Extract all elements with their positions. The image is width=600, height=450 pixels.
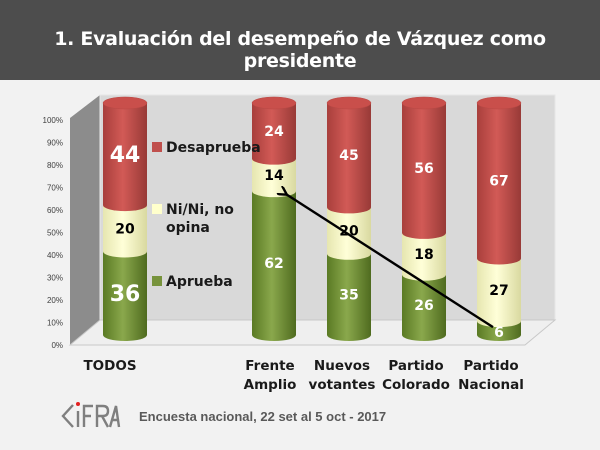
x-tick-label: Nuevos: [314, 358, 370, 374]
legend: Desaprueba Ni/Ni, no opina Aprueba: [152, 140, 261, 290]
legend-label: Ni/Ni, no: [166, 202, 234, 218]
bar-segment-ni-ni-no-opina: [477, 258, 521, 328]
legend-label: Aprueba: [166, 274, 233, 290]
bar-top-cap: [251, 96, 297, 110]
x-tick-label: TODOS: [83, 358, 136, 374]
source-note: Encuesta nacional, 22 set al 5 oct - 201…: [139, 409, 387, 424]
bar-segment-ni-ni-no-opina: [103, 205, 147, 258]
value-label: 26: [414, 298, 433, 314]
cifra-logo: [61, 400, 121, 435]
x-tick-label: Frente: [245, 358, 294, 374]
value-label: 6: [494, 325, 504, 341]
bar-segment-aprueba: [103, 251, 147, 341]
header-band: [0, 0, 600, 80]
bar-segment-desaprueba: [252, 103, 296, 165]
legend-item: Desaprueba: [152, 140, 261, 156]
value-label: 20: [339, 224, 359, 240]
y-tick-label: 0%: [51, 341, 63, 350]
legend-label: Desaprueba: [166, 140, 261, 156]
value-label: 18: [414, 247, 433, 263]
legend-swatch: [152, 204, 162, 214]
y-tick-label: 90%: [47, 139, 63, 148]
bar-nuevos-votantes: [326, 96, 372, 341]
x-tick-label: votantes: [309, 377, 376, 393]
x-axis-labels: TODOS Frente Amplio Nuevos votantes Partido Co…: [83, 358, 523, 393]
y-tick-label: 100%: [43, 116, 63, 125]
bar-top-cap: [401, 96, 447, 110]
annotation-layer: [286, 194, 494, 329]
y-axis: 0% 10% 20% 30% 40% 50% 60% 70% 80% 90% 100%: [43, 116, 63, 350]
value-label: 45: [339, 148, 358, 164]
y-tick-label: 60%: [47, 206, 63, 215]
y-tick-label: 30%: [47, 274, 63, 283]
bar-segment-aprueba: [327, 253, 371, 341]
legend-swatch: [152, 276, 162, 286]
bar-todos: [102, 96, 148, 341]
y-tick-label: 50%: [47, 229, 63, 238]
value-label: 36: [110, 282, 141, 307]
page-title: 1. Evaluación del desempeño de Vázquez c…: [54, 28, 546, 72]
x-tick-label: Amplio: [244, 377, 297, 393]
annotation-arrow: [286, 194, 494, 329]
bar-segment-desaprueba: [103, 103, 147, 212]
y-tick-label: 20%: [47, 296, 63, 305]
bar-segment-desaprueba: [327, 103, 371, 214]
value-label: 14: [264, 168, 284, 184]
legend-swatch: [152, 142, 162, 152]
value-label: 44: [110, 143, 141, 168]
y-tick-label: 70%: [47, 184, 63, 193]
bar-segment-aprueba: [252, 191, 296, 341]
value-label: 35: [339, 287, 358, 303]
x-tick-label: Colorado: [382, 377, 450, 393]
y-tick-label: 10%: [47, 319, 63, 328]
bar-segment-desaprueba: [477, 103, 521, 265]
logo-red-dot: [76, 402, 80, 406]
x-tick-label: Partido: [463, 358, 518, 374]
value-label: 67: [489, 174, 508, 190]
value-label: 62: [264, 256, 283, 272]
value-label: 27: [489, 283, 508, 299]
y-tick-label: 80%: [47, 161, 63, 170]
x-tick-label: Nacional: [458, 377, 524, 393]
bar-top-cap: [102, 96, 148, 110]
bar-top-cap: [326, 96, 372, 110]
bar-partido-nacional: [476, 96, 522, 341]
legend-item: Aprueba: [152, 274, 233, 290]
bar-top-cap: [476, 96, 522, 110]
value-label: 24: [264, 124, 284, 140]
legend-item: Ni/Ni, no opina: [152, 202, 234, 236]
bar-segment-ni-ni-no-opina: [402, 232, 446, 281]
value-label: 56: [414, 161, 433, 177]
side-wall: [70, 95, 100, 345]
legend-label: opina: [166, 220, 210, 236]
value-label: 20: [115, 221, 135, 237]
x-tick-label: Partido: [388, 358, 443, 374]
bar-segment-desaprueba: [402, 103, 446, 239]
y-tick-label: 40%: [47, 251, 63, 260]
